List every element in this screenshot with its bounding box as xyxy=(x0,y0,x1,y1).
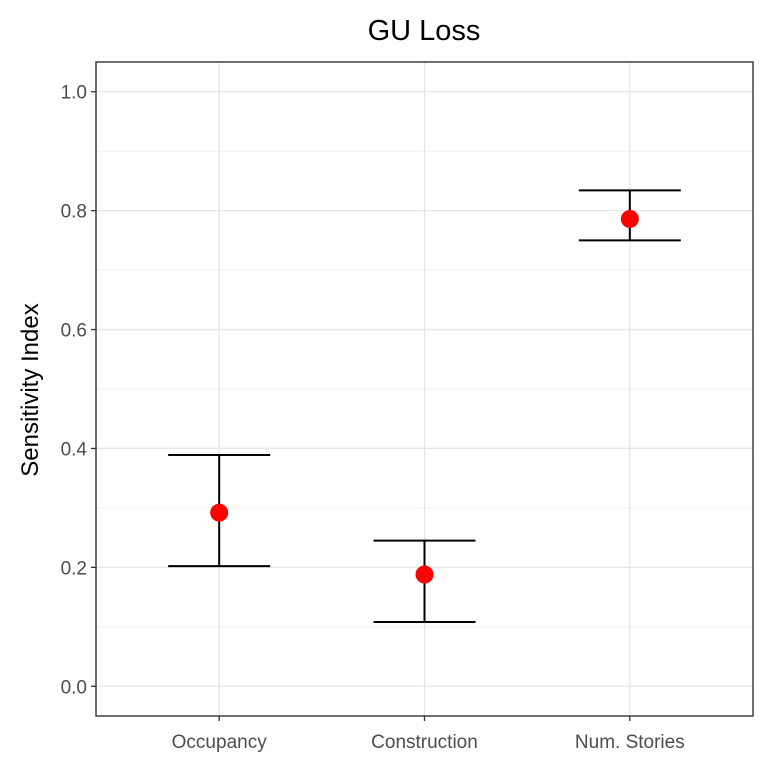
data-point xyxy=(210,503,229,522)
plot-panel-border xyxy=(95,61,754,717)
y-tick-label: 1.0 xyxy=(61,83,87,104)
y-tick-label: 0.0 xyxy=(61,677,87,698)
x-tick-label: Occupancy xyxy=(172,732,268,753)
y-tick-label: 0.8 xyxy=(61,202,87,223)
data-point xyxy=(620,209,639,228)
y-tick-label: 0.6 xyxy=(61,321,87,342)
data-point xyxy=(415,565,434,584)
y-tick-label: 0.4 xyxy=(61,439,88,460)
x-tick-label: Construction xyxy=(371,732,478,753)
data-marks xyxy=(168,189,681,624)
y-axis-label: Sensitivity Index xyxy=(17,303,44,476)
y-tick-label: 0.2 xyxy=(61,558,87,579)
axes: 0.0 0.2 0.4 0.6 0.8 1.0 Occupancy Construction N… xyxy=(61,83,685,753)
chart-title: GU Loss xyxy=(368,15,481,47)
x-tick-label: Num. Stories xyxy=(575,732,685,753)
